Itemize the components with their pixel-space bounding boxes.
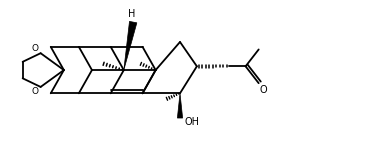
Text: O: O bbox=[31, 87, 38, 96]
Text: O: O bbox=[31, 44, 38, 53]
Text: OH: OH bbox=[185, 117, 200, 127]
Text: O: O bbox=[260, 85, 267, 95]
Text: H: H bbox=[128, 9, 135, 19]
Polygon shape bbox=[124, 21, 137, 70]
Polygon shape bbox=[177, 93, 183, 118]
